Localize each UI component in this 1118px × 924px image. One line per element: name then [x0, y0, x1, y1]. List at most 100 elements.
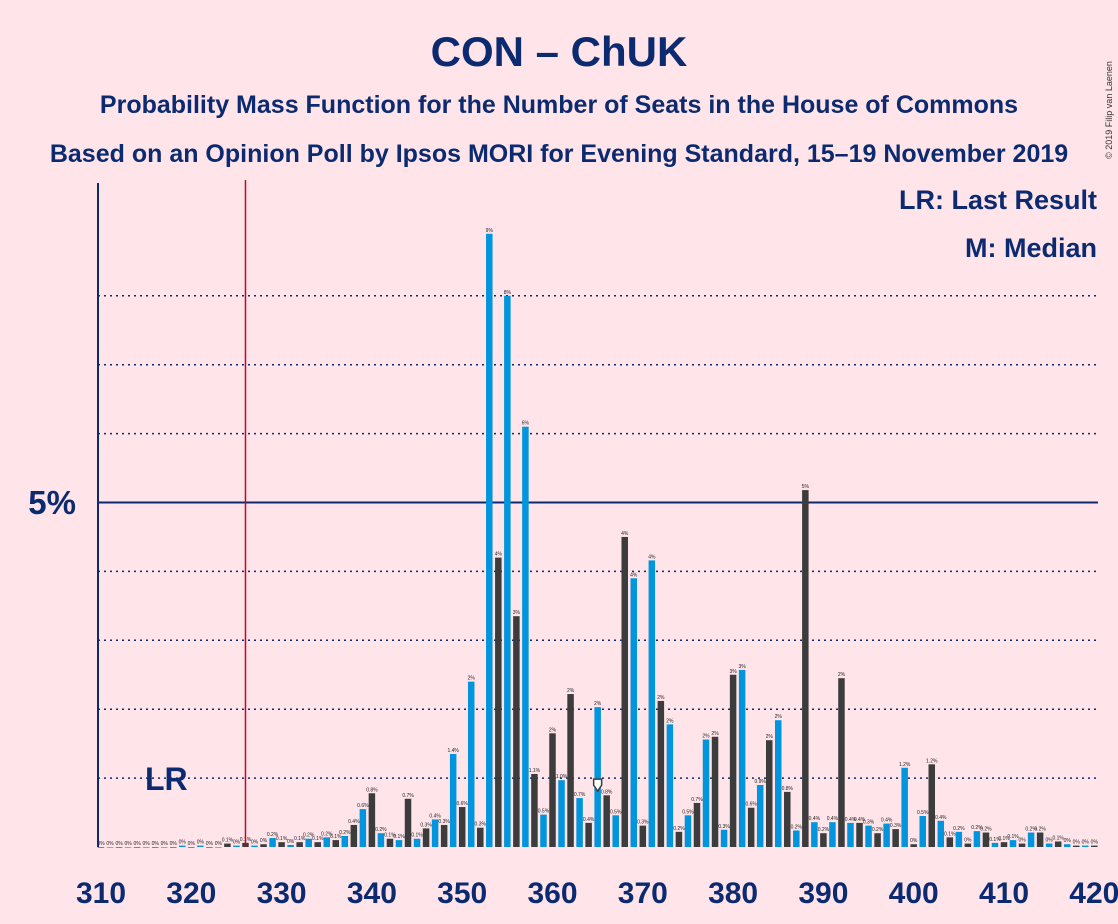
x-tick-420: 420	[1069, 877, 1118, 910]
bar-label-367: 0.5%	[610, 809, 622, 815]
bar-label-406: 0%	[964, 838, 972, 844]
bar-395	[865, 825, 872, 847]
bar-label-381: 3%	[739, 664, 747, 670]
legend-last-result: LR: Last Result	[899, 185, 1097, 215]
bar-label-340: 0.8%	[366, 787, 378, 793]
bar-315	[142, 847, 150, 848]
bar-357	[522, 426, 529, 847]
bar-label-411: 0.1%	[1007, 834, 1019, 840]
bar-label-415: 0%	[1046, 838, 1054, 844]
bar-390	[820, 833, 827, 847]
x-tick-400: 400	[889, 877, 939, 910]
bar-404	[946, 837, 954, 847]
bar-312	[115, 847, 123, 848]
bar-label-330: 0.1%	[276, 836, 288, 842]
bar-325	[233, 845, 240, 847]
bar-label-391: 0.4%	[827, 816, 839, 822]
bar-349	[449, 753, 457, 847]
bar-label-338: 0.4%	[348, 819, 360, 825]
bar-label-395: 0.3%	[863, 820, 875, 826]
y-axis-label-5pct: 5%	[28, 484, 76, 521]
bar-419	[1082, 845, 1089, 847]
bar-415	[1045, 843, 1053, 847]
bar-label-369: 4%	[630, 572, 638, 578]
bar-label-396: 0.2%	[872, 827, 884, 833]
bar-380	[729, 674, 737, 847]
bar-label-375: 0.5%	[682, 809, 694, 815]
bar-label-414: 0.2%	[1034, 827, 1046, 833]
bar-label-314: 0%	[134, 841, 142, 847]
bar-label-399: 1.2%	[899, 762, 911, 768]
x-tick-360: 360	[527, 877, 577, 910]
bar-label-310: 0%	[97, 841, 105, 847]
bar-361	[558, 780, 565, 847]
bar-label-403: 0.4%	[935, 815, 947, 821]
bar-342	[386, 838, 394, 847]
bar-371	[648, 560, 656, 847]
bar-335	[323, 837, 330, 847]
bar-353	[486, 233, 493, 848]
bar-407	[973, 831, 981, 847]
x-tick-labels: 310 320 330 340 350 360 370 380 390 400 410 420	[76, 877, 1118, 910]
bar-356	[513, 616, 520, 847]
bar-label-408: 0.2%	[980, 827, 992, 833]
bar-372	[657, 700, 665, 847]
bar-label-389: 0.4%	[809, 816, 821, 822]
bar-381	[738, 669, 746, 847]
bar-label-366: 0.8%	[601, 789, 613, 795]
bar-label-321: 0%	[197, 840, 205, 846]
bar-412	[1018, 843, 1026, 847]
x-tick-410: 410	[979, 877, 1029, 910]
bar-374	[675, 831, 683, 847]
bar-367	[612, 815, 619, 847]
bar-332	[296, 842, 303, 847]
bar-350	[458, 807, 466, 847]
bar-393	[847, 822, 854, 847]
bar-375	[684, 815, 692, 847]
bar-338	[350, 824, 358, 847]
bar-365	[594, 707, 601, 847]
bar-label-358: 1.1%	[529, 768, 541, 774]
bar-label-379: 0.3%	[718, 824, 730, 830]
bar-330	[278, 842, 285, 847]
bar-label-348: 0.3%	[438, 819, 450, 825]
bar-379	[720, 829, 728, 847]
bar-label-336: 0.1%	[330, 834, 342, 840]
bar-label-320: 0%	[188, 841, 196, 847]
bar-label-413: 0.2%	[1025, 827, 1037, 833]
bar-348	[440, 824, 448, 847]
bar-label-352: 0.3%	[475, 822, 487, 828]
bar-label-398: 0.3%	[890, 823, 902, 829]
bar-377	[702, 739, 710, 847]
x-tick-370: 370	[618, 877, 668, 910]
bar-label-386: 0.8%	[782, 786, 794, 792]
bar-321	[197, 845, 204, 847]
bar-label-364: 0.4%	[583, 817, 595, 823]
median-marker	[592, 778, 603, 793]
bar-384	[765, 740, 773, 847]
bar-398	[892, 829, 899, 847]
bar-label-373: 2%	[666, 718, 674, 724]
bar-409	[991, 842, 999, 847]
bar-329	[269, 838, 276, 847]
bar-378	[711, 736, 719, 847]
bar-405	[955, 831, 963, 847]
chart-title: CON – ChUK	[431, 28, 688, 75]
bar-397	[883, 823, 890, 847]
bar-383	[756, 784, 764, 847]
bar-label-368: 4%	[621, 531, 629, 537]
bar-label-329: 0.2%	[267, 832, 279, 838]
bar-408	[982, 832, 990, 847]
bar-label-387: 0.2%	[791, 824, 803, 830]
bar-label-327: 0%	[251, 840, 259, 846]
bar-355	[504, 295, 511, 847]
bar-359	[540, 814, 547, 847]
bar-396	[874, 833, 881, 847]
bar-label-405: 0.2%	[953, 826, 965, 832]
bar-label-365: 2%	[594, 701, 602, 707]
bar-394	[856, 822, 863, 847]
bar-label-361: 1.0%	[556, 774, 568, 780]
bar-318	[169, 847, 177, 848]
bar-label-357: 6%	[522, 421, 530, 427]
bar-313	[124, 847, 132, 848]
